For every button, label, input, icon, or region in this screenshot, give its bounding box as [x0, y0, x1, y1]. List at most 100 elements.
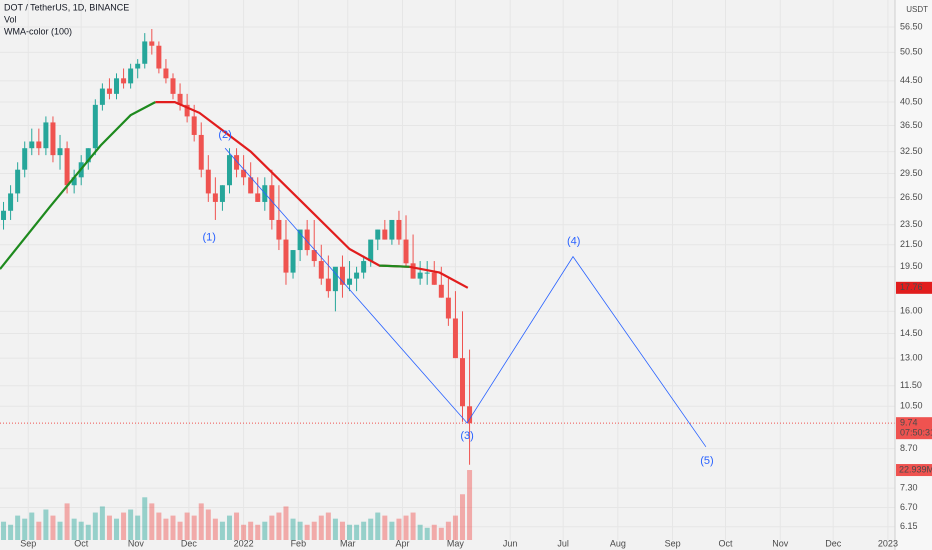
candle-body [15, 169, 21, 194]
candle-body [354, 272, 360, 279]
volume-tag-label: 22.939M [899, 464, 932, 474]
volume-bar [1, 521, 7, 540]
wma-line [0, 101, 410, 270]
y-tick-label: 21.50 [900, 239, 923, 249]
candle-body [99, 88, 105, 105]
candle-body [318, 261, 324, 279]
y-tick-label: 32.50 [900, 146, 923, 156]
candle-body [467, 406, 473, 424]
volume-bar [177, 521, 183, 540]
volume-bar [241, 524, 247, 540]
volume-bar [452, 515, 458, 540]
x-tick-label: Aug [610, 538, 626, 548]
candle-body [276, 219, 282, 240]
x-tick-label: Sep [665, 538, 681, 548]
wma-tag [896, 281, 932, 294]
candle-body [198, 134, 204, 170]
volume-bar [431, 524, 437, 540]
candle-body [460, 358, 466, 407]
x-tick-label: 2022 [234, 538, 254, 548]
candle-body [92, 104, 98, 149]
y-tick-label: 56.50 [900, 21, 923, 31]
y-tick-label: 40.50 [900, 96, 923, 106]
candle-body [205, 169, 211, 194]
volume-bar [184, 512, 190, 540]
x-tick-label: Jul [557, 538, 569, 548]
x-tick-label: May [447, 538, 465, 548]
volume-bar [121, 512, 127, 540]
candle-body [361, 261, 367, 273]
volume-bar [36, 521, 42, 540]
volume-bar [403, 515, 409, 540]
y-tick-label: 36.50 [900, 120, 923, 130]
volume-bar [163, 518, 169, 540]
volume-bar [318, 515, 324, 540]
wave-label: (1) [202, 231, 215, 243]
candle-body [445, 297, 451, 319]
candle-body [142, 41, 148, 64]
volume-bar [15, 515, 21, 540]
y-tick-label: 13.00 [900, 353, 923, 363]
candle-body [417, 272, 423, 279]
price-label: 9.74 [900, 418, 918, 428]
price-axis [895, 0, 932, 550]
volume-bar [71, 518, 77, 540]
candle-body [297, 229, 303, 251]
candle-body [219, 185, 225, 202]
x-tick-label: 2023 [878, 538, 898, 548]
candle-body [248, 177, 254, 194]
candle-body [57, 148, 63, 156]
candle-body [29, 141, 35, 149]
candle-body [283, 239, 289, 273]
candle-body [396, 219, 402, 240]
volume-bar [234, 512, 240, 540]
wave-label: (5) [700, 455, 713, 467]
candle-body [156, 45, 162, 69]
overlays: (1) (2) (3) (4) (5) [0, 101, 895, 467]
volume-bar [460, 494, 466, 540]
wave-label: (4) [567, 236, 580, 248]
y-tick-label: 50.50 [900, 47, 923, 57]
candle-body [339, 266, 345, 285]
indicator-label: WMA-color (100) [4, 26, 72, 36]
y-tick-label: 14.50 [900, 328, 923, 338]
candle-body [128, 68, 134, 84]
volume-bar [311, 521, 317, 540]
volume-bar [382, 515, 388, 540]
candle-body [64, 148, 70, 186]
candle-body [410, 263, 416, 279]
candle-body [241, 169, 247, 178]
x-tick-label: Jun [503, 538, 518, 548]
volume-bar [276, 512, 282, 540]
y-tick-label: 6.70 [900, 502, 918, 512]
volume-bar [50, 515, 56, 540]
volume-bar [149, 503, 155, 540]
volume-bar [57, 521, 63, 540]
volume [1, 470, 473, 540]
currency: USDT [906, 5, 928, 14]
volume-bar [22, 518, 28, 540]
axis-labels: 56.50 50.50 44.50 40.50 36.50 32.50 29.50 26.50… [20, 21, 932, 548]
volume-bar [438, 527, 444, 540]
symbol: DOT / TetherUS, 1D, BINANCE [4, 2, 129, 12]
volume-bar [170, 515, 176, 540]
volume-bar [445, 521, 451, 540]
volume-bar [8, 524, 14, 540]
price-tag [896, 417, 932, 440]
candle-body [106, 88, 112, 94]
candle-body [311, 250, 317, 262]
candle-body [269, 185, 275, 220]
volume-bar [191, 515, 197, 540]
volume-bar [375, 512, 381, 540]
candle-body [114, 78, 120, 94]
candle-body [431, 272, 437, 285]
wma-line [155, 101, 469, 289]
candle-body [382, 229, 388, 240]
candle-body [304, 229, 310, 251]
volume-bar [29, 512, 35, 540]
x-tick-label: Nov [128, 538, 145, 548]
candle-body [170, 78, 176, 94]
grid [0, 0, 895, 540]
